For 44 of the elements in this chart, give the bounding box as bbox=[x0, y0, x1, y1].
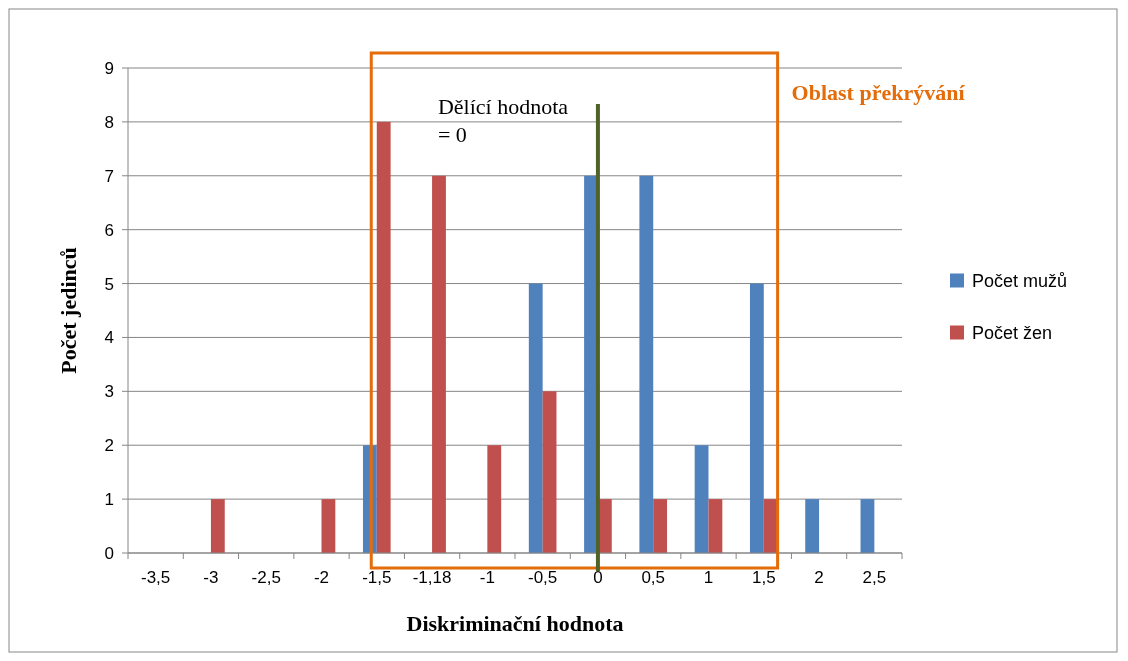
bar bbox=[376, 121, 391, 553]
x-tick-label: -2,5 bbox=[251, 568, 281, 587]
x-tick-label: 2,5 bbox=[862, 568, 887, 587]
x-tick-label: -3,5 bbox=[140, 568, 171, 587]
x-tick-label: 0,5 bbox=[641, 568, 666, 587]
bar bbox=[749, 283, 764, 553]
bar bbox=[210, 499, 225, 553]
y-tick-label: 4 bbox=[104, 328, 114, 348]
y-tick-label: 2 bbox=[104, 436, 114, 456]
x-tick-label: -2 bbox=[313, 568, 330, 587]
y-tick-label: 8 bbox=[104, 112, 114, 132]
y-tick-label: 3 bbox=[104, 382, 114, 402]
bar bbox=[528, 283, 543, 553]
bar bbox=[653, 499, 668, 553]
x-tick-label: 0 bbox=[593, 568, 603, 587]
x-axis-title: Diskriminační hodnota bbox=[406, 611, 624, 636]
legend-label: Počet mužů bbox=[972, 270, 1068, 291]
legend-label: Počet žen bbox=[972, 322, 1053, 343]
x-tick-label: -0,5 bbox=[527, 568, 558, 587]
bar bbox=[694, 445, 709, 553]
bar bbox=[432, 175, 446, 553]
bar bbox=[860, 499, 875, 553]
x-tick-label: -1 bbox=[479, 568, 495, 587]
bar bbox=[639, 175, 654, 553]
annotation: Oblast překrývání bbox=[791, 80, 966, 105]
bar bbox=[321, 499, 336, 553]
y-tick-label: 1 bbox=[104, 490, 114, 510]
bar bbox=[805, 499, 820, 553]
bar bbox=[708, 499, 723, 553]
x-tick-label: -1,18 bbox=[412, 568, 452, 587]
x-tick-label: -1,5 bbox=[362, 568, 392, 587]
x-tick-label: 2 bbox=[814, 568, 824, 587]
x-tick-label: -3 bbox=[203, 568, 219, 587]
ref-line-label: Dělící hodnota = 0 bbox=[437, 94, 569, 147]
y-tick-label: 7 bbox=[104, 166, 114, 186]
bar bbox=[542, 391, 557, 553]
x-tick-label: 1,5 bbox=[751, 568, 776, 587]
y-tick-label: 9 bbox=[104, 58, 114, 78]
x-tick-label: 1 bbox=[703, 568, 714, 587]
y-axis-title: Počet jedinců bbox=[56, 247, 81, 374]
y-tick-label: 5 bbox=[104, 274, 114, 294]
y-tick-label: 6 bbox=[104, 220, 114, 240]
y-tick-label: 0 bbox=[104, 543, 114, 563]
bar bbox=[487, 445, 502, 553]
